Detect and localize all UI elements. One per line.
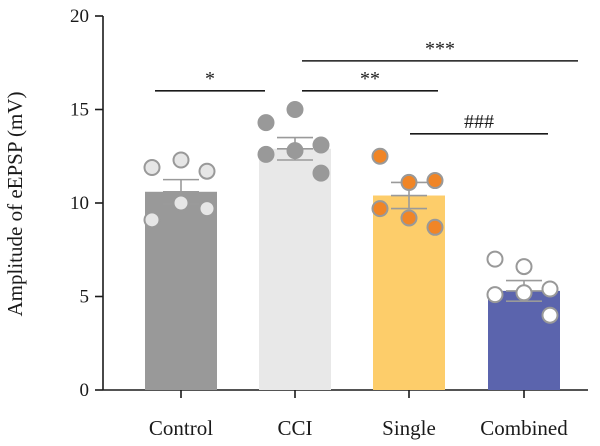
point-combined <box>541 306 559 324</box>
y-tick-label: 10 <box>70 193 89 214</box>
point-cci <box>257 114 275 132</box>
sig-label: ### <box>464 111 494 133</box>
bar-combined <box>488 290 560 390</box>
point-combined <box>486 250 504 268</box>
x-tick-label-combined: Combined <box>480 416 568 440</box>
sig-label: ** <box>360 68 380 90</box>
point-single <box>426 172 444 190</box>
point-control <box>143 211 161 229</box>
point-combined <box>541 280 559 298</box>
y-tick-label: 0 <box>80 380 90 401</box>
x-tick-label-single: Single <box>382 416 436 440</box>
point-control <box>143 158 161 176</box>
point-control <box>172 151 190 169</box>
x-tick-label-cci: CCI <box>277 416 312 440</box>
y-tick-label: 20 <box>70 6 89 27</box>
point-single <box>371 147 389 165</box>
point-single <box>400 173 418 191</box>
error-bars <box>163 136 542 302</box>
sig-label: * <box>205 68 215 90</box>
point-cci <box>257 145 275 163</box>
x-tick-label-control: Control <box>149 416 213 440</box>
data-points <box>143 101 559 324</box>
point-control <box>198 200 216 218</box>
significance-annotations: * *****### <box>155 38 578 135</box>
y-axis-label: Amplitude of eEPSP (mV) <box>3 92 27 317</box>
point-single <box>371 200 389 218</box>
y-tick-label: 15 <box>70 100 89 121</box>
point-combined <box>515 284 533 302</box>
point-control <box>198 162 216 180</box>
y-tick-label: 5 <box>80 287 90 308</box>
point-cci <box>286 101 304 118</box>
sig-label: *** <box>425 38 455 60</box>
x-axis: Control CCI Single Combined <box>103 389 588 440</box>
bars <box>145 148 560 390</box>
point-cci <box>286 142 304 160</box>
bar-cci <box>259 148 331 390</box>
point-cci <box>312 136 330 154</box>
y-axis: 0 5 10 15 20 <box>70 6 104 401</box>
point-control <box>172 194 190 212</box>
point-cci <box>312 164 330 182</box>
point-combined <box>486 286 504 304</box>
point-single <box>400 209 418 227</box>
point-combined <box>515 258 533 276</box>
point-single <box>426 218 444 236</box>
